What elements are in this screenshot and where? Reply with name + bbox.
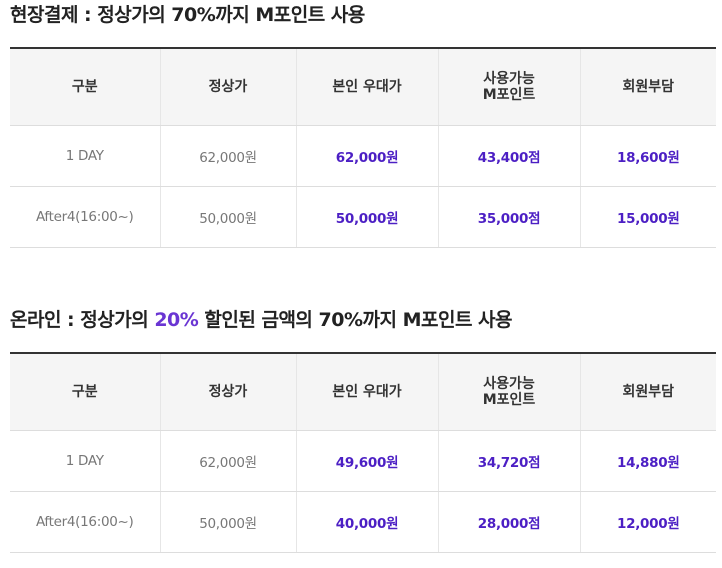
cell-member-charge: 12,000원 <box>579 491 716 553</box>
cell-member-price: 62,000원 <box>295 125 438 187</box>
cell-type: After4(16:00~) <box>10 491 160 553</box>
header-usable-line1: 사용가능 <box>483 71 535 87</box>
onsite-price-table: 구분 정상가 본인 우대가 사용가능 M포인트 회원부담 1 DAY 62,000… <box>10 47 716 248</box>
header-usable-line2: M포인트 <box>482 87 536 103</box>
online-title-suffix: 할인된 금액의 70%까지 M포인트 사용 <box>198 309 512 331</box>
cell-member-charge: 15,000원 <box>579 186 716 248</box>
table-row: 1 DAY 62,000원 62,000원 43,400점 18,600원 <box>10 125 716 187</box>
cell-member-price: 40,000원 <box>295 491 438 553</box>
cell-member-charge: 18,600원 <box>579 125 716 187</box>
cell-type: After4(16:00~) <box>10 186 160 248</box>
header-member-price: 본인 우대가 <box>295 353 438 431</box>
onsite-payment-title: 현장결제 : 정상가의 70%까지 M포인트 사용 <box>10 4 365 26</box>
cell-type: 1 DAY <box>10 125 160 187</box>
online-price-table: 구분 정상가 본인 우대가 사용가능 M포인트 회원부담 1 DAY 62,000… <box>10 352 716 553</box>
online-title-highlight: 20% <box>154 309 199 331</box>
header-member-charge: 회원부담 <box>579 48 716 126</box>
cell-usable-points: 34,720점 <box>437 430 580 492</box>
table-header-row: 구분 정상가 본인 우대가 사용가능 M포인트 회원부담 <box>10 353 716 431</box>
header-category: 구분 <box>10 48 160 126</box>
online-payment-section: 온라인 : 정상가의 20% 할인된 금액의 70%까지 M포인트 사용 구분 … <box>0 305 722 553</box>
table-header-row: 구분 정상가 본인 우대가 사용가능 M포인트 회원부담 <box>10 48 716 126</box>
cell-regular-price: 50,000원 <box>159 491 296 553</box>
onsite-payment-section: 현장결제 : 정상가의 70%까지 M포인트 사용 구분 정상가 본인 우대가 … <box>0 0 722 248</box>
cell-usable-points: 43,400점 <box>437 125 580 187</box>
cell-regular-price: 50,000원 <box>159 186 296 248</box>
cell-member-price: 50,000원 <box>295 186 438 248</box>
header-member-price: 본인 우대가 <box>295 48 438 126</box>
header-usable-line1: 사용가능 <box>483 376 535 392</box>
cell-usable-points: 28,000점 <box>437 491 580 553</box>
header-member-charge: 회원부담 <box>579 353 716 431</box>
header-usable-points: 사용가능 M포인트 <box>437 48 580 126</box>
header-usable-points: 사용가능 M포인트 <box>437 353 580 431</box>
cell-regular-price: 62,000원 <box>159 125 296 187</box>
online-payment-title: 온라인 : 정상가의 20% 할인된 금액의 70%까지 M포인트 사용 <box>0 305 722 341</box>
header-usable-line2: M포인트 <box>482 392 536 408</box>
cell-member-price: 49,600원 <box>295 430 438 492</box>
cell-type: 1 DAY <box>10 430 160 492</box>
online-title-prefix: 온라인 : 정상가의 <box>10 309 155 331</box>
table-row: After4(16:00~) 50,000원 50,000원 35,000점 1… <box>10 186 716 248</box>
header-category: 구분 <box>10 353 160 431</box>
cell-usable-points: 35,000점 <box>437 186 580 248</box>
cell-regular-price: 62,000원 <box>159 430 296 492</box>
cell-member-charge: 14,880원 <box>579 430 716 492</box>
header-regular-price: 정상가 <box>159 48 296 126</box>
table-row: After4(16:00~) 50,000원 40,000원 28,000점 1… <box>10 491 716 553</box>
header-regular-price: 정상가 <box>159 353 296 431</box>
table-row: 1 DAY 62,000원 49,600원 34,720점 14,880원 <box>10 430 716 492</box>
